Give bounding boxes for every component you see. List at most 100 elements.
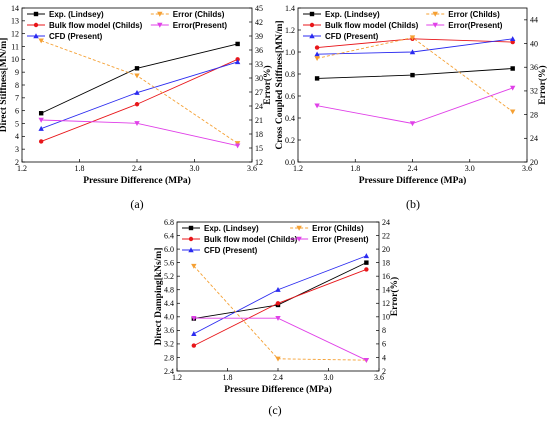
legend-marker (157, 11, 163, 17)
x-tick-label: 1.2 (172, 373, 182, 382)
legend-marker (432, 11, 438, 17)
legend-label: Error (Present) (312, 235, 369, 244)
series-3-point (363, 253, 370, 259)
y-tick-label: 7 (15, 94, 19, 103)
legend-marker (309, 22, 315, 28)
y-tick-label: 13 (11, 17, 19, 26)
legend-label: Error (Childs) (173, 10, 225, 19)
y-tick-label: 4.8 (164, 286, 174, 295)
legend-label: Bulk flow model (Childs) (325, 21, 419, 30)
series-4-point (134, 73, 140, 79)
y2-tick-label: 24 (255, 102, 263, 111)
legend-marker (188, 236, 194, 242)
y2-tick-label: 21 (255, 116, 263, 125)
x-tick-label: 3.0 (190, 164, 200, 173)
series-4-point (38, 38, 44, 44)
series-line-5 (317, 87, 513, 124)
legend-label: CFD (Present) (204, 246, 258, 255)
x-axis-title: Pressure Difference (MPa) (83, 175, 191, 186)
legend-marker (157, 22, 163, 28)
series-line-4 (193, 265, 367, 361)
series-line-1 (193, 262, 367, 319)
y-tick-label: 12 (11, 29, 19, 38)
legend-label: Exp. (Lindsey) (204, 224, 259, 233)
series-5-point (134, 121, 140, 126)
series-2-point (275, 301, 281, 306)
y2-tick-label: 18 (382, 258, 390, 267)
y-tick-label: 1.0 (285, 48, 295, 57)
legend-marker (296, 225, 302, 231)
y-tick-label: 6 (15, 106, 19, 115)
series-3-point (191, 331, 197, 336)
series-line-2 (41, 58, 238, 142)
y-tick-label: 4.0 (164, 313, 174, 322)
y-tick-label: 0.2 (285, 136, 295, 145)
chart-panel-3: 1.2 1.8 2.4 3.0 3.6 2.4 2.8 3.2 3.6 4.0 4.4 4.8 5.2 5… (154, 218, 400, 417)
series-3-point (275, 287, 281, 292)
x-tick-label: 1.2 (17, 164, 27, 173)
y2-tick-label: 33 (255, 60, 263, 69)
x-axis-title: Pressure Difference (MPa) (224, 384, 332, 395)
y2-tick-label: 2 (382, 367, 386, 376)
y2-tick-label: 36 (255, 46, 263, 55)
y-tick-label: 8 (15, 81, 19, 90)
x-tick-label: 2.4 (273, 373, 283, 382)
y2-tick-label: 6 (382, 340, 386, 349)
y2-tick-label: 18 (255, 130, 263, 139)
y-tick-label: 5 (15, 119, 19, 128)
y-tick-label: 0.0 (285, 158, 295, 167)
y2-axis-title: Error(%) (262, 65, 273, 104)
y-tick-label: 11 (11, 42, 19, 51)
series-1-point (38, 111, 44, 116)
x-tick-label: 3.0 (465, 164, 475, 173)
y-tick-label: 14 (11, 4, 19, 13)
y-tick-label: 0.8 (285, 70, 295, 79)
panel-label: (c) (268, 403, 281, 417)
y-tick-label: 2.4 (164, 367, 174, 376)
x-tick-label: 3.6 (247, 164, 257, 173)
y-tick-label: 1.2 (285, 26, 295, 35)
series-line-5 (193, 317, 367, 361)
chart-panel-2: 1.2 1.8 2.4 3.0 3.6 0.0 0.2 0.4 0.6 0.8 1.0 1.2 1.4 2… (275, 4, 548, 211)
legend-label: CFD (Present) (325, 32, 379, 41)
series-4-point (191, 263, 197, 269)
y-axis-title: Direct Stiffness[MN/m] (0, 38, 9, 133)
series-5-point (509, 85, 516, 91)
legend-label: Bulk flow model (Childs) (204, 235, 298, 244)
y-tick-label: 2.8 (164, 353, 174, 362)
series-2-point (314, 45, 320, 50)
y-tick-label: 9 (15, 68, 19, 77)
y2-tick-label: 27 (255, 88, 263, 97)
series-5-point (191, 315, 197, 321)
y-axis-title: Cross Coupled Stiffness[MN/m] (275, 20, 285, 149)
series-1-point (235, 41, 240, 47)
x-tick-label: 3.6 (522, 164, 532, 173)
series-3-point (134, 90, 140, 95)
legend-label: Error(Present) (448, 21, 503, 30)
series-2-point (38, 139, 44, 144)
y2-tick-label: 32 (530, 87, 538, 96)
legend-label: Exp. (Lindsey) (325, 10, 380, 19)
series-3-point (234, 59, 241, 65)
y-tick-label: 4 (15, 132, 19, 141)
x-tick-label: 2.4 (408, 164, 418, 173)
x-tick-label: 3.0 (324, 373, 334, 382)
y2-tick-label: 30 (255, 74, 263, 83)
legend-marker (33, 11, 39, 17)
legend-marker (432, 22, 438, 28)
series-5-point (363, 357, 370, 363)
legend-marker (188, 225, 194, 231)
series-line-2 (193, 268, 367, 347)
y2-tick-label: 14 (382, 286, 390, 295)
series-1-point (314, 76, 320, 81)
series-2-point (191, 343, 197, 348)
y-tick-label: 4.4 (164, 299, 174, 308)
y2-tick-label: 40 (530, 39, 538, 48)
y2-tick-label: 24 (382, 218, 390, 227)
x-axis-title: Pressure Difference (MPa) (359, 175, 467, 186)
y-tick-label: 2 (15, 158, 19, 167)
legend-marker (296, 236, 302, 242)
legend-label: Exp. (Lindsey) (49, 10, 104, 19)
series-line-1 (317, 68, 513, 79)
y-tick-label: 3.2 (164, 340, 174, 349)
